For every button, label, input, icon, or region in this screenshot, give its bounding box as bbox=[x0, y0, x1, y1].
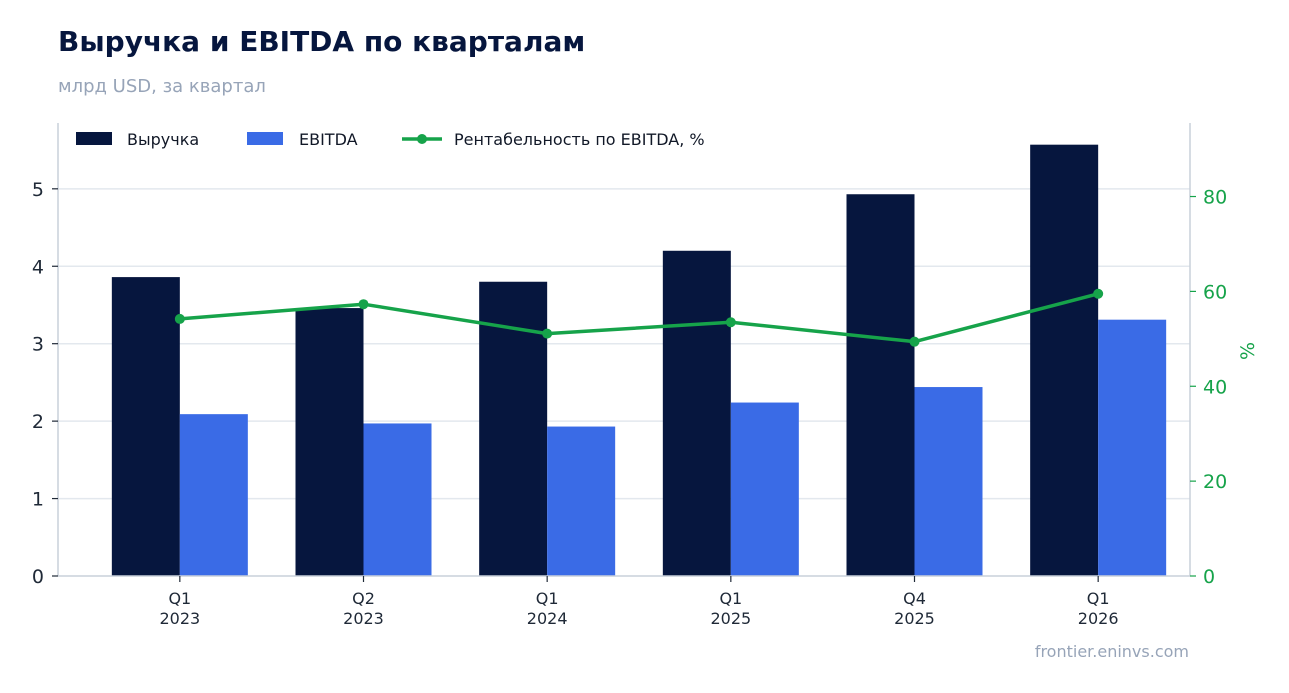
x-tick-label-line: Q1 bbox=[536, 589, 559, 608]
legend-swatch-margin-marker bbox=[417, 134, 427, 144]
y-left-tick-label: 4 bbox=[32, 256, 44, 278]
margin-point bbox=[542, 328, 553, 339]
revenue-bar bbox=[295, 308, 364, 576]
legend-label-revenue: Выручка bbox=[127, 130, 199, 149]
legend-swatch-ebitda bbox=[247, 132, 283, 145]
x-tick-label: Q1 2025 bbox=[710, 589, 751, 628]
x-tick-label-line: Q4 bbox=[903, 589, 926, 608]
margin-point bbox=[909, 336, 920, 347]
x-tick-label: Q1 2023 bbox=[159, 589, 200, 628]
ebitda-bar bbox=[914, 387, 983, 576]
x-tick-label-line: 2023 bbox=[159, 609, 200, 628]
ebitda-bar bbox=[179, 414, 248, 576]
revenue-bar bbox=[111, 277, 180, 576]
x-tick-label-line: Q1 bbox=[719, 589, 742, 608]
x-tick-label-line: Q1 bbox=[1087, 589, 1110, 608]
legend-label-ebitda: EBITDA bbox=[299, 130, 358, 149]
y-right-tick-label: 40 bbox=[1203, 376, 1227, 398]
x-tick-label: Q1 2026 bbox=[1078, 589, 1119, 628]
y-left-tick-label: 1 bbox=[32, 489, 44, 511]
ebitda-bar bbox=[363, 423, 432, 576]
x-tick-label-line: 2025 bbox=[894, 609, 935, 628]
x-tick-label-line: 2025 bbox=[710, 609, 751, 628]
margin-line bbox=[179, 292, 1099, 344]
legend-swatch-revenue bbox=[76, 132, 112, 145]
y-left-tick-label: 2 bbox=[32, 411, 44, 433]
legend: Выручка EBITDA Рентабельность по EBITDA, % bbox=[76, 130, 705, 149]
chart-subtitle: млрд USD, за квартал bbox=[58, 76, 266, 97]
margin-point bbox=[174, 313, 185, 324]
x-tick-label-line: 2024 bbox=[527, 609, 568, 628]
x-tick-label-line: Q2 bbox=[352, 589, 375, 608]
margin-point bbox=[725, 317, 736, 328]
revenue-bar bbox=[1030, 144, 1099, 576]
x-tick-label-line: 2023 bbox=[343, 609, 384, 628]
x-tick-label: Q4 2025 bbox=[894, 589, 935, 628]
ebitda-bar bbox=[547, 426, 616, 576]
x-tick-label-line: 2026 bbox=[1078, 609, 1119, 628]
y-right-tick-label: 80 bbox=[1203, 187, 1227, 209]
revenue-bar bbox=[846, 194, 915, 576]
x-tick-label: Q2 2023 bbox=[343, 589, 384, 628]
margin-point bbox=[358, 299, 369, 310]
y-left-tick-label: 3 bbox=[32, 334, 44, 356]
y-left-tick-label: 0 bbox=[32, 566, 44, 588]
legend-label-margin: Рентабельность по EBITDA, % bbox=[454, 130, 705, 149]
ebitda-bar bbox=[730, 402, 799, 576]
ebitda-bar bbox=[1098, 319, 1167, 576]
x-tick-label-line: Q1 bbox=[168, 589, 191, 608]
margin-point bbox=[1093, 288, 1104, 299]
x-tick-label: Q1 2024 bbox=[527, 589, 568, 628]
y-left-tick-label: 5 bbox=[32, 179, 44, 201]
y-right-tick-label: 60 bbox=[1203, 281, 1227, 303]
margin-line-group bbox=[174, 288, 1104, 347]
y-right-axis-label: % bbox=[1237, 342, 1259, 360]
source-credit: frontier.eninvs.com bbox=[1034, 642, 1189, 661]
y-right-tick-label: 0 bbox=[1203, 566, 1215, 588]
revenue-bar bbox=[662, 250, 731, 576]
bars bbox=[111, 144, 1167, 576]
y-right-tick-label: 20 bbox=[1203, 471, 1227, 493]
chart-title: Выручка и EBITDA по кварталам bbox=[58, 25, 586, 58]
